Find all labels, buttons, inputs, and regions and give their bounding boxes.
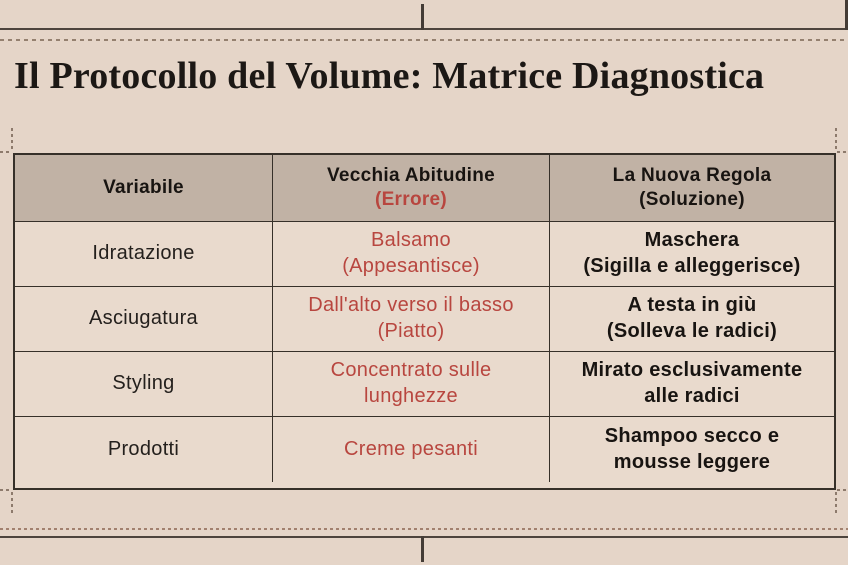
table-corner-mark-bottom-left-v — [11, 492, 13, 515]
row-prodotti-old-habit: Creme pesanti — [273, 417, 550, 482]
table-corner-mark-bottom-right-v — [835, 492, 837, 515]
bottom-center-tick — [421, 536, 424, 562]
diagnostic-matrix-table: Variabile Vecchia Abitudine (Errore) La … — [13, 153, 836, 490]
column-header-new-rule-main: La Nuova Regola — [612, 164, 772, 186]
table-corner-mark-bottom-right-h — [837, 489, 848, 491]
column-header-old-habit: Vecchia Abitudine (Errore) — [273, 155, 550, 222]
row-idratazione-old-habit: Balsamo (Appesantisce) — [273, 222, 550, 287]
column-header-new-rule: La Nuova Regola (Soluzione) — [550, 155, 834, 222]
table-corner-mark-top-left-v — [11, 128, 13, 151]
row-styling-old-habit: Concentrato sulle lunghezze — [273, 352, 550, 417]
table-corner-mark-top-right-h — [837, 151, 848, 153]
page-title: Il Protocollo del Volume: Matrice Diagno… — [14, 55, 765, 97]
table-corner-mark-top-right-v — [835, 128, 837, 151]
column-header-new-rule-sub: (Soluzione) — [639, 189, 745, 210]
column-header-variable-label: Variabile — [103, 176, 184, 198]
row-idratazione-variable: Idratazione — [15, 222, 273, 287]
top-center-tick — [421, 4, 424, 30]
row-prodotti-variable: Prodotti — [15, 417, 273, 482]
top-frame-line — [0, 28, 848, 30]
bottom-dashed-line — [0, 528, 848, 530]
column-header-variable: Variabile — [15, 155, 273, 222]
row-prodotti-new-rule: Shampoo secco e mousse leggere — [604, 424, 780, 473]
column-header-old-habit-sub: (Errore) — [374, 189, 448, 210]
row-asciugatura-variable: Asciugatura — [15, 287, 273, 352]
bottom-frame-line — [0, 536, 848, 538]
row-styling-variable: Styling — [15, 352, 273, 417]
top-right-tick — [845, 0, 848, 30]
row-styling-new-rule: Mirato esclusivamente alle radici — [550, 352, 834, 417]
column-header-old-habit-main: Vecchia Abitudine — [326, 164, 496, 186]
row-asciugatura-new-rule: A testa in giù (Solleva le radici) — [550, 287, 834, 352]
table-corner-mark-bottom-left-h — [0, 489, 11, 491]
row-idratazione-new-rule: Maschera (Sigilla e alleggerisce) — [550, 222, 834, 287]
row-asciugatura-old-habit: Dall'alto verso il basso (Piatto) — [273, 287, 550, 352]
top-dashed-line — [0, 39, 848, 41]
table-corner-mark-top-left-h — [0, 151, 11, 153]
